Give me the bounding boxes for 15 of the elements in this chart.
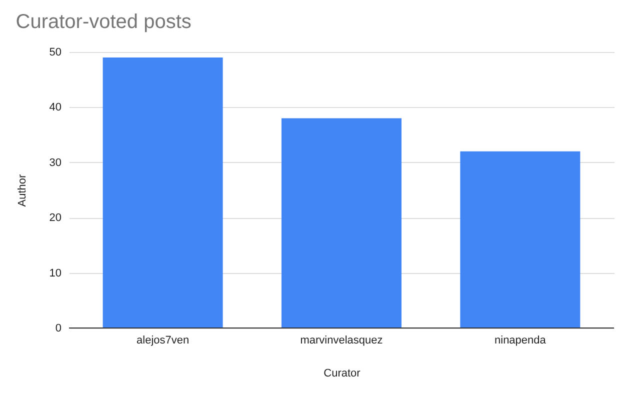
y-tick-label: 20	[49, 212, 62, 224]
bar	[102, 58, 223, 328]
x-tick-label: ninapenda	[494, 334, 547, 346]
x-tick-label: marvinvelasquez	[300, 334, 383, 346]
bar	[282, 118, 402, 328]
y-tick-label: 30	[49, 156, 62, 169]
y-axis-title: Author	[16, 174, 28, 207]
chart-title: Curator-voted posts	[16, 11, 192, 33]
y-tick-label: 10	[49, 267, 62, 280]
bar	[460, 151, 580, 328]
y-tick-label: 50	[49, 46, 62, 58]
y-tick-label: 0	[55, 322, 62, 334]
x-tick-label: alejos7ven	[136, 334, 190, 346]
y-tick-label: 40	[49, 102, 62, 114]
x-axis-title: Curator	[324, 368, 361, 380]
